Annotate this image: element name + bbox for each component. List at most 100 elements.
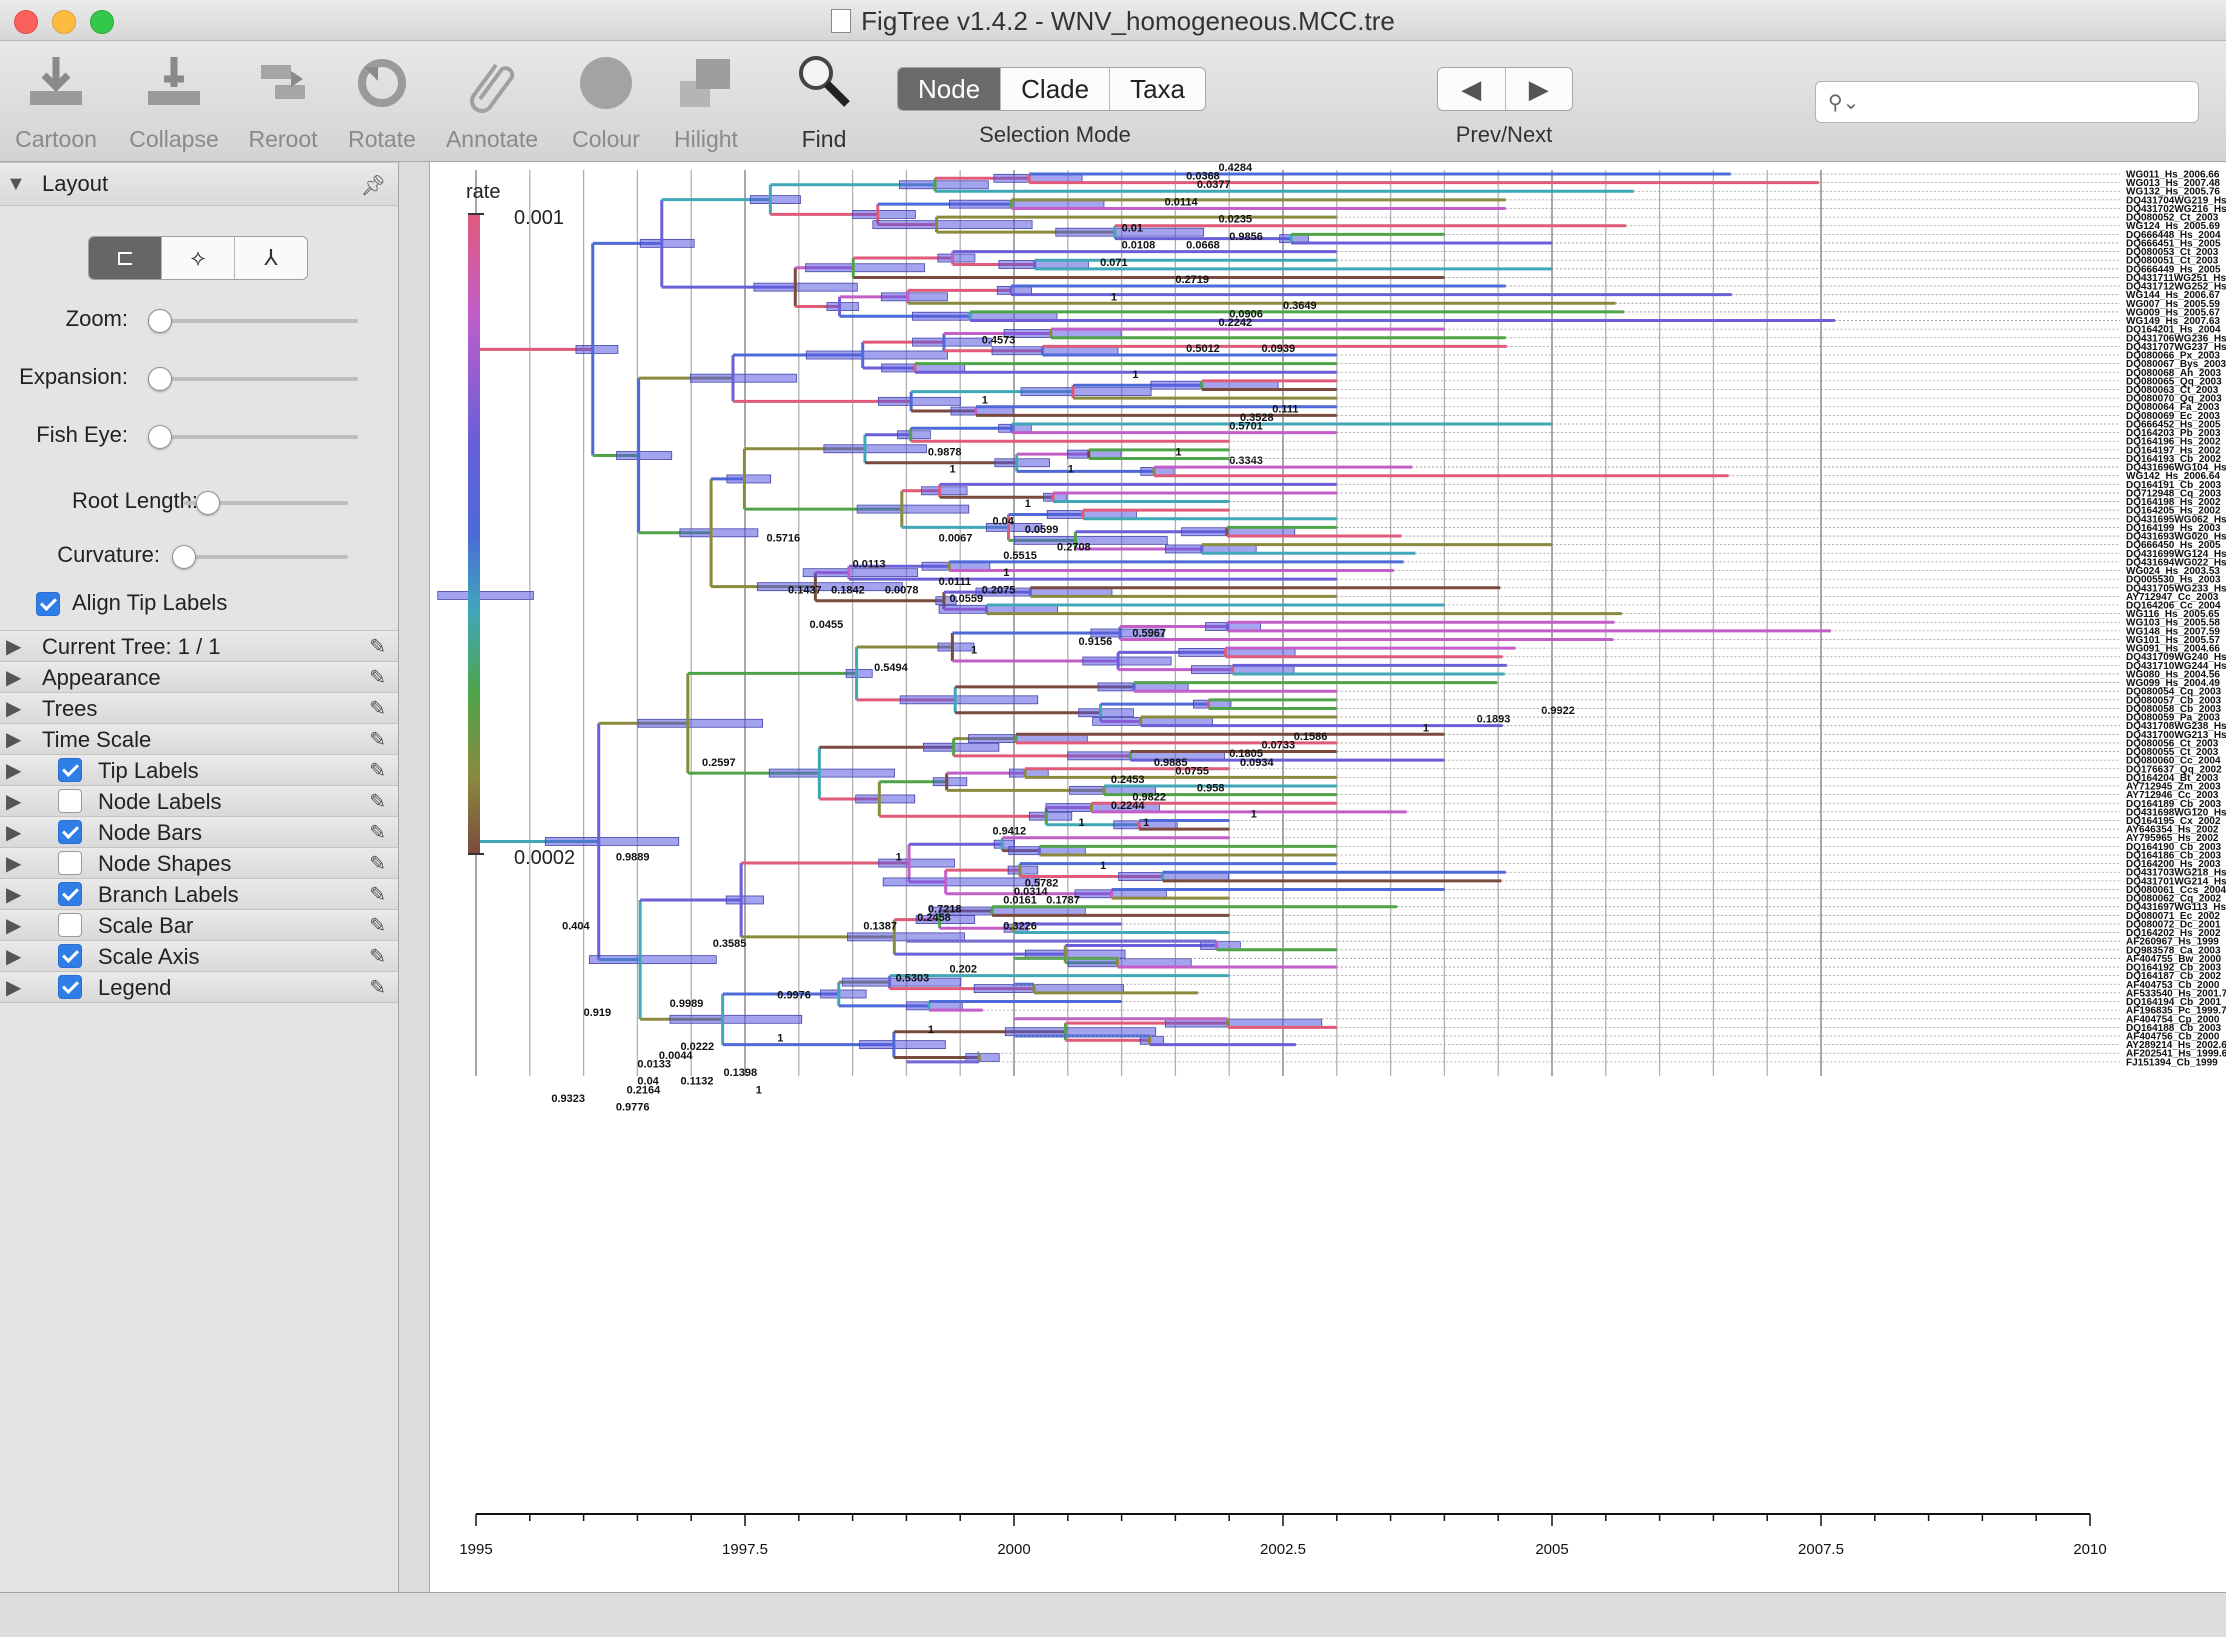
tip-label[interactable]: DQ431693WG020_Hs_2003.60 xyxy=(2126,532,2226,543)
node-bar[interactable] xyxy=(847,932,965,942)
tip-label[interactable]: DQ080058_Cb_2003 xyxy=(2126,704,2222,715)
node-bar[interactable] xyxy=(1046,510,1137,519)
collapse-button[interactable]: Collapse xyxy=(114,51,234,153)
node-bar[interactable] xyxy=(932,777,968,787)
node-bar[interactable] xyxy=(1003,329,1122,338)
section-header-8[interactable]: ▶ Branch Labels ✎ xyxy=(0,878,398,910)
node-bar[interactable] xyxy=(1024,949,1126,959)
node-bar[interactable] xyxy=(1009,768,1049,778)
pin-icon[interactable]: ✎ xyxy=(369,667,386,689)
tip-label[interactable]: AY712945_Zm_2003 xyxy=(2126,782,2221,793)
tip-label[interactable]: AF404753_Cb_2000 xyxy=(2126,980,2220,991)
node-bar[interactable] xyxy=(880,292,948,302)
tip-label[interactable]: AF404755_Bw_2000 xyxy=(2126,954,2222,965)
node-bar[interactable] xyxy=(805,350,948,360)
node-bar[interactable] xyxy=(1082,656,1172,666)
tip-label[interactable]: AF533540_Hs_2001.71 xyxy=(2126,988,2226,999)
search-field[interactable]: ⚲⌄ xyxy=(1815,81,2199,123)
tip-label[interactable]: DQ164197_Hs_2002 xyxy=(2126,445,2221,456)
node-bar[interactable] xyxy=(1118,872,1229,881)
tip-label[interactable]: DQ164192_Cb_2003 xyxy=(2126,963,2222,974)
node-bar[interactable] xyxy=(968,734,1088,744)
node-bar[interactable] xyxy=(588,955,717,965)
rectangular-layout-icon[interactable]: ⊏ xyxy=(89,237,162,279)
node-bar[interactable] xyxy=(1067,751,1225,761)
node-bar[interactable] xyxy=(985,523,1043,532)
node-bar[interactable] xyxy=(1028,811,1073,821)
tip-label[interactable]: DQ431694WG022_Hs_2003.62 xyxy=(2126,557,2226,568)
tip-label[interactable]: DQ080071_Ec_2002 xyxy=(2126,911,2220,922)
node-bar[interactable] xyxy=(937,253,976,263)
fish-eye-slider[interactable] xyxy=(148,425,172,449)
tip-label[interactable]: DQ666448_Hs_2004 xyxy=(2126,230,2221,241)
close-window-button[interactable] xyxy=(14,10,38,34)
root-length-slider[interactable] xyxy=(196,491,220,515)
selection-mode-clade[interactable]: Clade xyxy=(1001,68,1111,110)
section-header-0[interactable]: ▶ Current Tree: 1 / 1 ✎ xyxy=(0,630,398,662)
section-checkbox[interactable] xyxy=(58,820,82,844)
node-bar[interactable] xyxy=(937,642,975,652)
node-bar[interactable] xyxy=(911,311,1058,321)
tip-label[interactable]: DQ080061_Ccs_2004 xyxy=(2126,885,2226,896)
tip-label[interactable]: AY712946_Cc_2003 xyxy=(2126,790,2219,801)
next-button[interactable]: ▶ xyxy=(1528,74,1549,104)
node-bar[interactable] xyxy=(1007,865,1039,875)
tip-label[interactable]: AF202541_Hs_1999.66 xyxy=(2126,1049,2226,1060)
colour-button[interactable]: Colour xyxy=(546,51,666,153)
node-bar[interactable] xyxy=(878,858,955,868)
tip-label[interactable]: WG142_Hs_2006.64 xyxy=(2126,471,2220,482)
tip-label[interactable]: WG116_Hs_2005.65 xyxy=(2126,609,2220,620)
tip-label[interactable]: DQ431707WG237_Hs_2004.58 xyxy=(2126,342,2226,353)
curvature-slider[interactable] xyxy=(172,545,196,569)
tip-label[interactable]: DQ712948_Cq_2003 xyxy=(2126,488,2222,499)
tip-label[interactable]: AY712947_Cc_2003 xyxy=(2126,592,2219,603)
tip-label[interactable]: WG024_Hs_2003.53 xyxy=(2126,566,2220,577)
node-bar[interactable] xyxy=(1020,387,1152,397)
tip-label[interactable]: WG007_Hs_2005.59 xyxy=(2126,299,2220,310)
node-bar[interactable] xyxy=(437,591,534,600)
reroot-button[interactable]: Reroot xyxy=(223,51,343,153)
annotate-button[interactable]: Annotate xyxy=(432,51,552,153)
expansion-slider[interactable] xyxy=(148,367,172,391)
tip-label[interactable]: DQ176637_Qq_2002 xyxy=(2126,764,2222,775)
node-bar[interactable] xyxy=(1066,449,1122,459)
node-bar[interactable] xyxy=(1013,535,1168,545)
tip-label[interactable]: DQ080070_Qq_2003 xyxy=(2126,394,2222,405)
node-bar[interactable] xyxy=(855,794,916,804)
tip-label[interactable]: DQ080065_Qq_2003 xyxy=(2126,376,2222,387)
tip-label[interactable]: DQ080059_Pa_2003 xyxy=(2126,713,2220,724)
node-bar[interactable] xyxy=(973,984,1125,993)
section-header-7[interactable]: ▶ Node Shapes ✎ xyxy=(0,847,398,879)
pin-icon[interactable]: ✎ xyxy=(369,946,386,968)
node-bar[interactable] xyxy=(852,210,916,219)
node-bar[interactable] xyxy=(768,768,895,778)
tip-label[interactable]: DQ431698WG120_Hs_2003.65 xyxy=(2126,807,2226,818)
node-bar[interactable] xyxy=(756,582,903,592)
tip-label[interactable]: DQ431702WG216_Hs_2004.57 xyxy=(2126,204,2226,215)
rotate-button[interactable]: Rotate xyxy=(322,51,442,153)
tip-label[interactable]: DQ164187_Cb_2002 xyxy=(2126,971,2222,982)
tip-label[interactable]: DQ164205_Hs_2002 xyxy=(2126,506,2221,517)
radial-layout-icon[interactable]: ⅄ xyxy=(264,245,278,270)
tip-label[interactable]: DQ431696WG104_Hs_2003.70 xyxy=(2126,463,2226,474)
tip-label[interactable]: WG080_Hs_2004.56 xyxy=(2126,669,2220,680)
node-bar[interactable] xyxy=(856,504,970,514)
tip-label[interactable]: AY795965_Hs_2002 xyxy=(2126,833,2219,844)
node-bar[interactable] xyxy=(845,669,873,678)
node-bar[interactable] xyxy=(1200,941,1241,950)
node-bar[interactable] xyxy=(805,263,926,273)
node-bar[interactable] xyxy=(725,895,764,905)
section-header-2[interactable]: ▶ Trees ✎ xyxy=(0,692,398,724)
pin-icon[interactable]: ✎ xyxy=(369,822,386,844)
section-header-3[interactable]: ▶ Time Scale ✎ xyxy=(0,723,398,755)
tip-label[interactable]: DQ431695WG062_Hs_2003 xyxy=(2126,514,2226,525)
node-bar[interactable] xyxy=(1008,846,1086,856)
node-bar[interactable] xyxy=(899,695,1039,705)
node-bar[interactable] xyxy=(921,486,968,496)
node-bar[interactable] xyxy=(996,285,1032,295)
tip-label[interactable]: WG149_Hs_2007.63 xyxy=(2126,316,2220,327)
tip-label[interactable]: DQ080068_Ah_2003 xyxy=(2126,368,2222,379)
node-bar[interactable] xyxy=(922,742,1000,752)
tip-label[interactable]: DQ431712WG252_Hs_2004.57 xyxy=(2126,282,2226,293)
tip-label[interactable]: WG011_Hs_2006.66 xyxy=(2126,170,2220,181)
